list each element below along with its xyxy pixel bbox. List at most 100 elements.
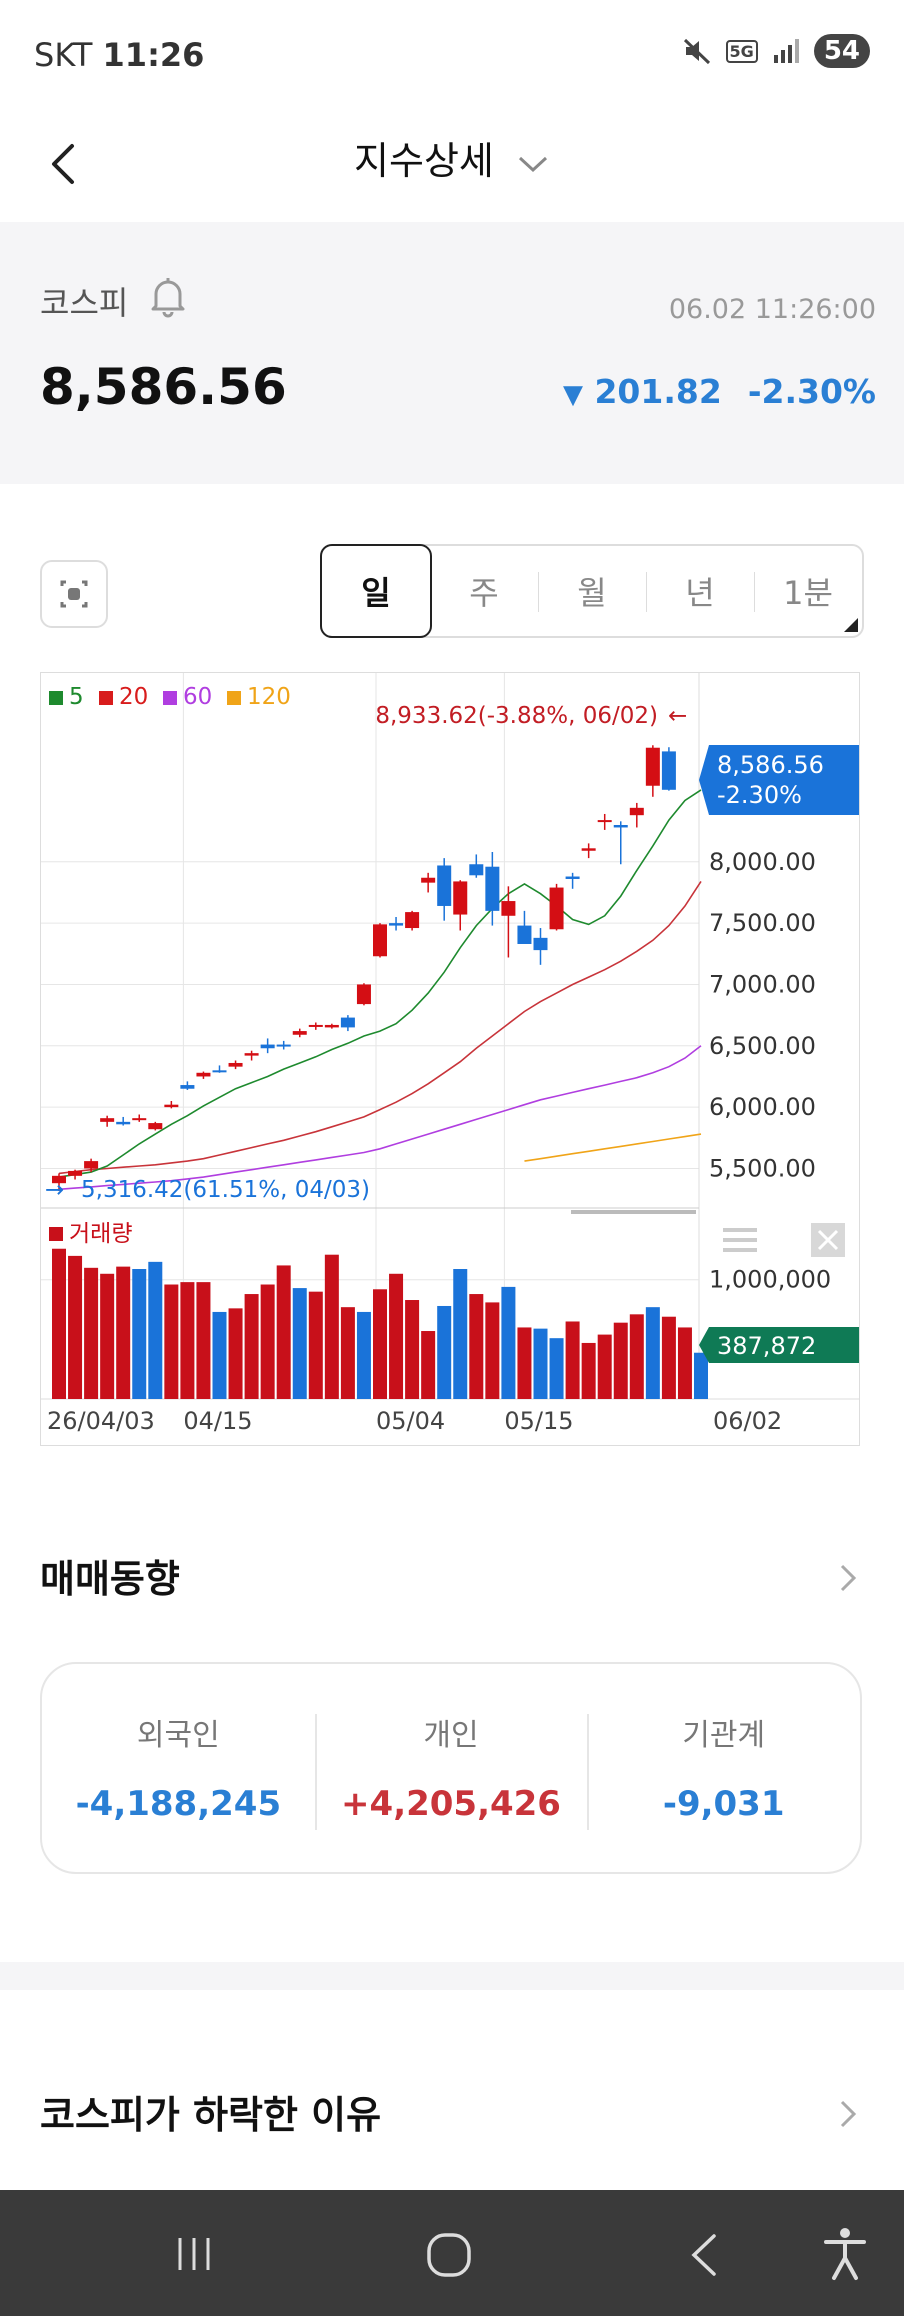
volume-legend-swatch — [49, 1227, 63, 1241]
capture-button[interactable] — [40, 560, 108, 628]
candle-body — [421, 877, 436, 883]
trend-individual: 개인 +4,205,426 — [314, 1664, 588, 1872]
volume-bar — [677, 1327, 692, 1399]
volume-bar — [421, 1331, 436, 1399]
candle-body — [405, 912, 420, 929]
candle-body — [356, 984, 371, 1005]
volume-bar — [196, 1282, 211, 1399]
header: 지수상세 — [0, 110, 904, 220]
candle-body — [565, 876, 580, 879]
back-nav-icon[interactable] — [686, 2230, 722, 2280]
trend-value: +4,205,426 — [341, 1784, 561, 1824]
index-chart[interactable]: 5 20 60 120 8,933.62(-3.88%, 06/02) ← → 5,316.… — [40, 672, 860, 1446]
tab-year[interactable]: 년 — [646, 546, 754, 636]
x-tick-label: 06/02 — [713, 1407, 782, 1435]
volume-bar — [148, 1261, 163, 1399]
x-tick-label: 26/04/03 — [47, 1407, 155, 1435]
volume-bar — [244, 1294, 259, 1399]
candle-body — [597, 820, 612, 823]
candle-body — [164, 1104, 179, 1108]
carrier-name: SKT — [34, 36, 93, 74]
legend-label: 120 — [247, 684, 291, 710]
legend-swatch — [227, 691, 241, 705]
legend-swatch — [49, 691, 63, 705]
trend-label: 외국인 — [136, 1718, 220, 1753]
back-button[interactable] — [36, 134, 96, 194]
volume-bar — [276, 1265, 291, 1399]
bell-icon[interactable] — [148, 274, 188, 318]
volume-bar — [549, 1338, 564, 1399]
tab-day[interactable]: 일 — [320, 544, 432, 638]
volume-bar — [260, 1284, 275, 1399]
candle-body — [260, 1044, 275, 1049]
volume-bar — [597, 1334, 612, 1399]
candle-body — [116, 1121, 131, 1125]
candle-body — [373, 924, 387, 957]
chart-canvas[interactable]: 5 20 60 120 8,933.62(-3.88%, 06/02) ← → 5,316.… — [41, 673, 859, 1445]
volume-bar — [132, 1269, 147, 1399]
tab-1min[interactable]: 1분 — [754, 546, 862, 636]
trading-trend-card[interactable]: 외국인 -4,188,245 개인 +4,205,426 기관계 -9,031 — [40, 1662, 862, 1874]
candle-body — [645, 747, 660, 786]
volume-bar — [180, 1282, 195, 1399]
chevron-right-icon[interactable] — [836, 1560, 860, 1596]
current-price-tag — [699, 745, 859, 815]
recent-apps-icon[interactable] — [172, 2232, 216, 2276]
volume-tick-label: 1,000,000 — [709, 1266, 831, 1294]
index-selector[interactable]: 지수상세 — [0, 130, 904, 185]
low-marker-label: 5,316.42(61.51%, 04/03) — [81, 1177, 370, 1203]
volume-bar — [340, 1307, 355, 1399]
chevron-right-icon[interactable] — [836, 2096, 860, 2132]
current-price-percent: -2.30% — [717, 781, 802, 809]
y-tick-label: 7,000.00 — [709, 970, 816, 998]
volume-bar — [437, 1305, 452, 1399]
y-tick-label: 8,000.00 — [709, 848, 816, 876]
battery-icon: 54 — [813, 34, 870, 68]
candle-body — [324, 1024, 339, 1028]
volume-bar — [84, 1267, 99, 1399]
section-divider — [0, 1962, 904, 1990]
high-marker-arrow: ← — [668, 703, 687, 729]
current-price-value: 8,586.56 — [717, 751, 824, 779]
volume-bar — [405, 1300, 420, 1399]
index-datetime: 06.02 11:26:00 — [668, 294, 876, 325]
candle-body — [485, 866, 500, 911]
trading-trend-title[interactable]: 매매동향 — [40, 1557, 180, 1601]
volume-bar — [324, 1254, 339, 1399]
volume-bar — [469, 1294, 484, 1399]
change-percent: -2.30% — [747, 372, 876, 411]
candle-body — [148, 1123, 163, 1130]
candle-body — [180, 1085, 195, 1089]
candle-body — [469, 864, 484, 876]
index-value: 8,586.56 — [40, 358, 287, 416]
ma5-line — [58, 789, 702, 1178]
index-name: 코스피 — [40, 284, 129, 322]
home-icon[interactable] — [424, 2230, 474, 2280]
index-summary: 코스피 06.02 11:26:00 8,586.56 ▼ 201.82 -2.… — [0, 222, 904, 484]
candle-body — [212, 1070, 227, 1073]
volume-bar — [629, 1314, 644, 1399]
candle-body — [244, 1053, 259, 1056]
high-marker-label: 8,933.62(-3.88%, 06/02) — [375, 703, 658, 729]
volume-bar — [52, 1248, 66, 1399]
candle-body — [52, 1175, 66, 1184]
screen-capture-icon — [60, 580, 88, 608]
dropdown-corner-icon — [844, 618, 858, 632]
trend-value: -9,031 — [662, 1784, 785, 1824]
page-title: 지수상세 — [354, 139, 494, 183]
tab-month[interactable]: 월 — [538, 546, 646, 636]
down-triangle-icon: ▼ — [562, 380, 583, 410]
network-type-icon: 5G — [725, 39, 758, 63]
accessibility-icon[interactable] — [820, 2226, 870, 2282]
volume-bar — [694, 1352, 708, 1399]
legend-swatch — [163, 691, 177, 705]
tab-week[interactable]: 주 — [469, 574, 499, 612]
volume-bar — [613, 1322, 628, 1399]
chevron-down-icon — [518, 156, 547, 172]
x-tick-label: 04/15 — [183, 1407, 252, 1435]
decline-reason-title[interactable]: 코스피가 하락한 이유 — [40, 2093, 382, 2137]
legend-label: 60 — [183, 684, 212, 710]
candle-body — [453, 881, 468, 915]
system-nav-bar — [0, 2190, 904, 2316]
candle-body — [613, 825, 628, 828]
